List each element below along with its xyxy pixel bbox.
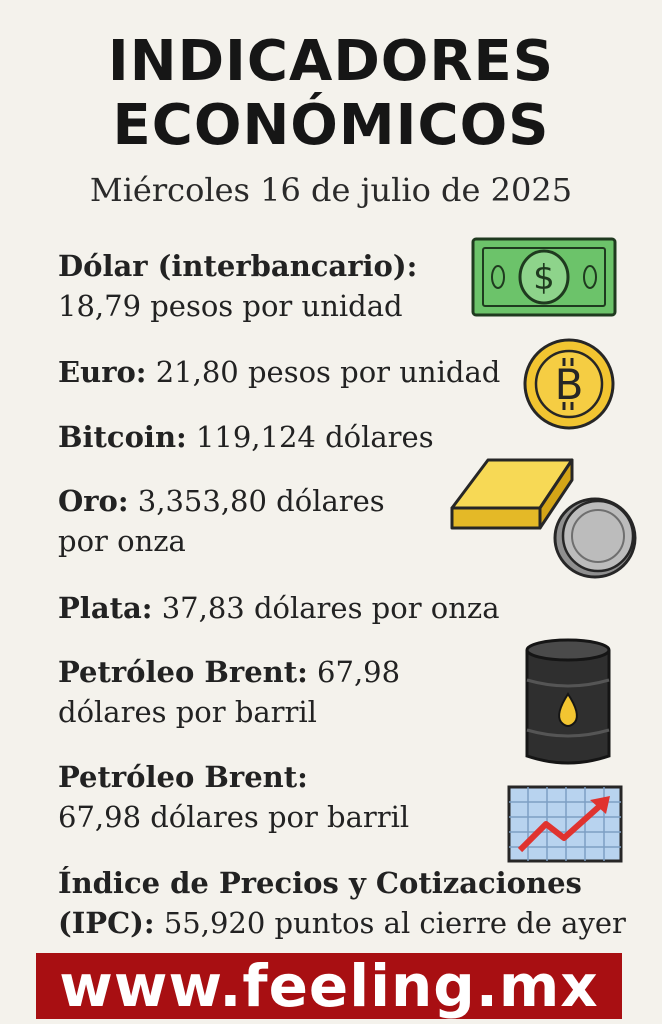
indicator-value: 67,98 <box>307 655 401 689</box>
title-line-1: INDICADORES <box>107 29 555 94</box>
gold-bar-icon <box>450 458 574 530</box>
indicator-value: 119,124 dólares <box>186 420 434 454</box>
svg-text:$: $ <box>533 258 555 298</box>
indicator-value: 55,920 puntos al cierre de ayer <box>154 906 626 940</box>
date-subtitle: Miércoles 16 de julio de 2025 <box>89 171 573 209</box>
svg-text:B: B <box>555 360 584 409</box>
indicator-label: Petróleo Brent: <box>58 760 308 794</box>
indicator-label: Oro: <box>58 484 129 518</box>
indicator-brent-2: Petróleo Brent: 67,98 dólares por barril <box>58 757 409 837</box>
page-title: INDICADORES ECONÓMICOS <box>0 30 662 158</box>
indicator-brent: Petróleo Brent: 67,98 dólares por barril <box>58 652 400 732</box>
indicator-value: 67,98 dólares por barril <box>58 800 410 834</box>
bitcoin-coin-icon: B <box>523 338 615 430</box>
indicator-ipc: Índice de Precios y Cotizaciones (IPC): … <box>58 863 626 943</box>
indicator-euro: Euro: 21,80 pesos por unidad <box>58 352 500 392</box>
rising-chart-icon <box>507 785 623 863</box>
indicator-label-2: (IPC): <box>58 906 155 940</box>
indicator-label: Dólar (interbancario): <box>58 249 418 283</box>
indicator-value: 37,83 dólares por onza <box>152 591 500 625</box>
indicator-bitcoin: Bitcoin: 119,124 dólares <box>58 417 434 457</box>
indicator-gold: Oro: 3,353,80 dólares por onza <box>58 481 385 561</box>
indicator-label: Petróleo Brent: <box>58 655 308 689</box>
website-banner[interactable]: www.feeling.mx <box>36 952 622 1020</box>
oil-barrel-icon <box>525 638 611 765</box>
indicator-dollar: Dólar (interbancario): 18,79 pesos por u… <box>58 246 417 326</box>
indicator-value: 18,79 pesos por unidad <box>58 289 403 323</box>
title-line-2: ECONÓMICOS <box>112 93 550 158</box>
indicator-value: 3,353,80 dólares <box>128 484 385 518</box>
indicator-silver: Plata: 37,83 dólares por onza <box>58 588 500 628</box>
website-link[interactable]: www.feeling.mx <box>59 952 599 1020</box>
indicator-value-cont: por onza <box>58 524 186 558</box>
indicator-label: Índice de Precios y Cotizaciones <box>58 866 582 900</box>
indicator-label: Plata: <box>58 591 153 625</box>
indicator-value: 21,80 pesos por unidad <box>146 355 501 389</box>
dollar-bill-icon: $ <box>471 237 617 317</box>
indicator-label: Bitcoin: <box>58 420 187 454</box>
indicator-label: Euro: <box>58 355 147 389</box>
silver-coin-icon <box>553 497 637 579</box>
indicator-value-cont: dólares por barril <box>58 695 317 729</box>
